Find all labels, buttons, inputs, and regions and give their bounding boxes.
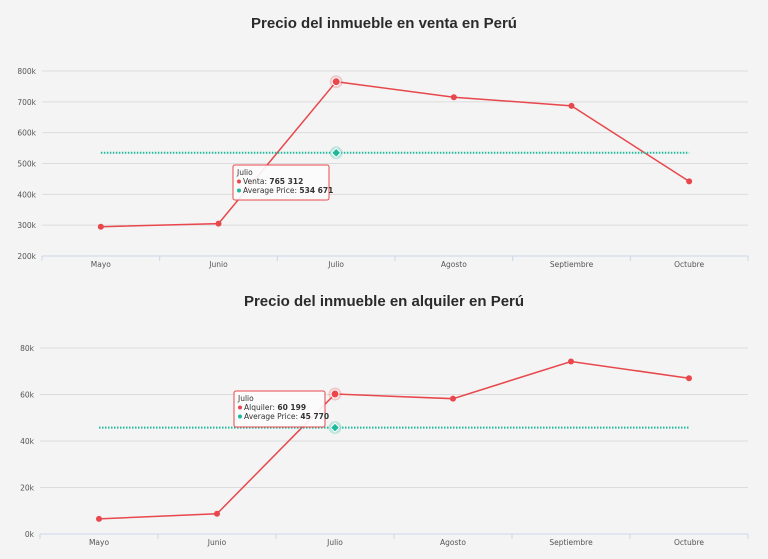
tooltip-row: Average Price: 534 671: [243, 186, 333, 195]
x-tick-label: Julio: [327, 260, 344, 269]
tooltip-swatch: [238, 414, 242, 419]
tooltip-row: Average Price: 45 770: [244, 412, 329, 421]
y-tick-label: 600k: [17, 129, 36, 138]
data-point[interactable]: [450, 94, 457, 101]
y-tick-label: 500k: [17, 160, 36, 169]
x-tick-label: Octubre: [674, 260, 704, 269]
tooltip-value: 534 671: [299, 186, 333, 195]
tooltip-row: Alquiler: 60 199: [244, 403, 306, 412]
tooltip-box: [233, 390, 326, 428]
chart-title: Precio del inmueble en venta en Perú: [251, 15, 517, 32]
x-tick-label: Octubre: [674, 538, 704, 547]
x-tick-label: Junio: [208, 260, 228, 269]
x-tick-label: Junio: [207, 538, 227, 547]
chart-alquiler: Precio del inmueble en alquiler en Perú …: [20, 293, 749, 547]
tooltip-header: Julio: [237, 394, 254, 403]
y-tick-label: 80k: [20, 344, 35, 353]
tooltip-swatch: [237, 188, 241, 193]
x-tick-label: Septiembre: [549, 538, 593, 547]
data-point[interactable]: [97, 223, 104, 230]
data-point[interactable]: [568, 102, 575, 109]
tooltip-value: 765 312: [269, 177, 303, 186]
hover-point[interactable]: [329, 422, 341, 433]
chart-title: Precio del inmueble en alquiler en Perú: [244, 293, 524, 310]
hover-point[interactable]: [331, 77, 341, 87]
y-tick-label: 60k: [20, 391, 35, 400]
tooltip-swatch: [238, 405, 242, 410]
data-point[interactable]: [686, 375, 692, 382]
tooltip-label: Average Price:: [244, 412, 300, 421]
y-tick-label: 0k: [25, 530, 35, 539]
tooltip-label: Alquiler:: [244, 403, 277, 412]
tooltip-value: 60 199: [277, 403, 306, 412]
data-point[interactable]: [450, 395, 456, 402]
x-tick-label: Agosto: [441, 260, 467, 269]
tooltip-label: Venta:: [243, 177, 269, 186]
data-point[interactable]: [215, 220, 222, 227]
hover-point[interactable]: [330, 389, 340, 399]
y-tick-label: 200k: [17, 252, 36, 261]
chart-venta: Precio del inmueble en venta en Perú 200…: [17, 15, 749, 269]
y-tick-label: 300k: [17, 221, 36, 230]
x-tick-label: Mayo: [91, 260, 112, 269]
tooltip-swatch: [237, 179, 241, 184]
y-tick-label: 800k: [17, 67, 36, 76]
data-point[interactable]: [214, 510, 220, 517]
data-point[interactable]: [568, 358, 574, 365]
tooltip-label: Average Price:: [243, 186, 299, 195]
x-tick-label: Agosto: [440, 538, 466, 547]
y-tick-label: 40k: [20, 437, 35, 446]
tooltip-box: [232, 164, 330, 201]
tooltip-header: Julio: [236, 168, 253, 177]
y-tick-label: 20k: [20, 484, 35, 493]
hover-point[interactable]: [330, 147, 342, 159]
data-point[interactable]: [96, 515, 102, 522]
x-tick-label: Mayo: [89, 538, 110, 547]
tooltip-row: Venta: 765 312: [243, 177, 303, 186]
y-tick-label: 700k: [17, 98, 36, 107]
series-line-0: [100, 80, 690, 228]
tooltip-value: 45 770: [300, 412, 329, 421]
x-tick-label: Septiembre: [550, 260, 594, 269]
x-tick-label: Julio: [326, 538, 343, 547]
data-point[interactable]: [686, 178, 693, 185]
y-tick-label: 400k: [17, 190, 36, 199]
series-line-0: [98, 360, 690, 520]
